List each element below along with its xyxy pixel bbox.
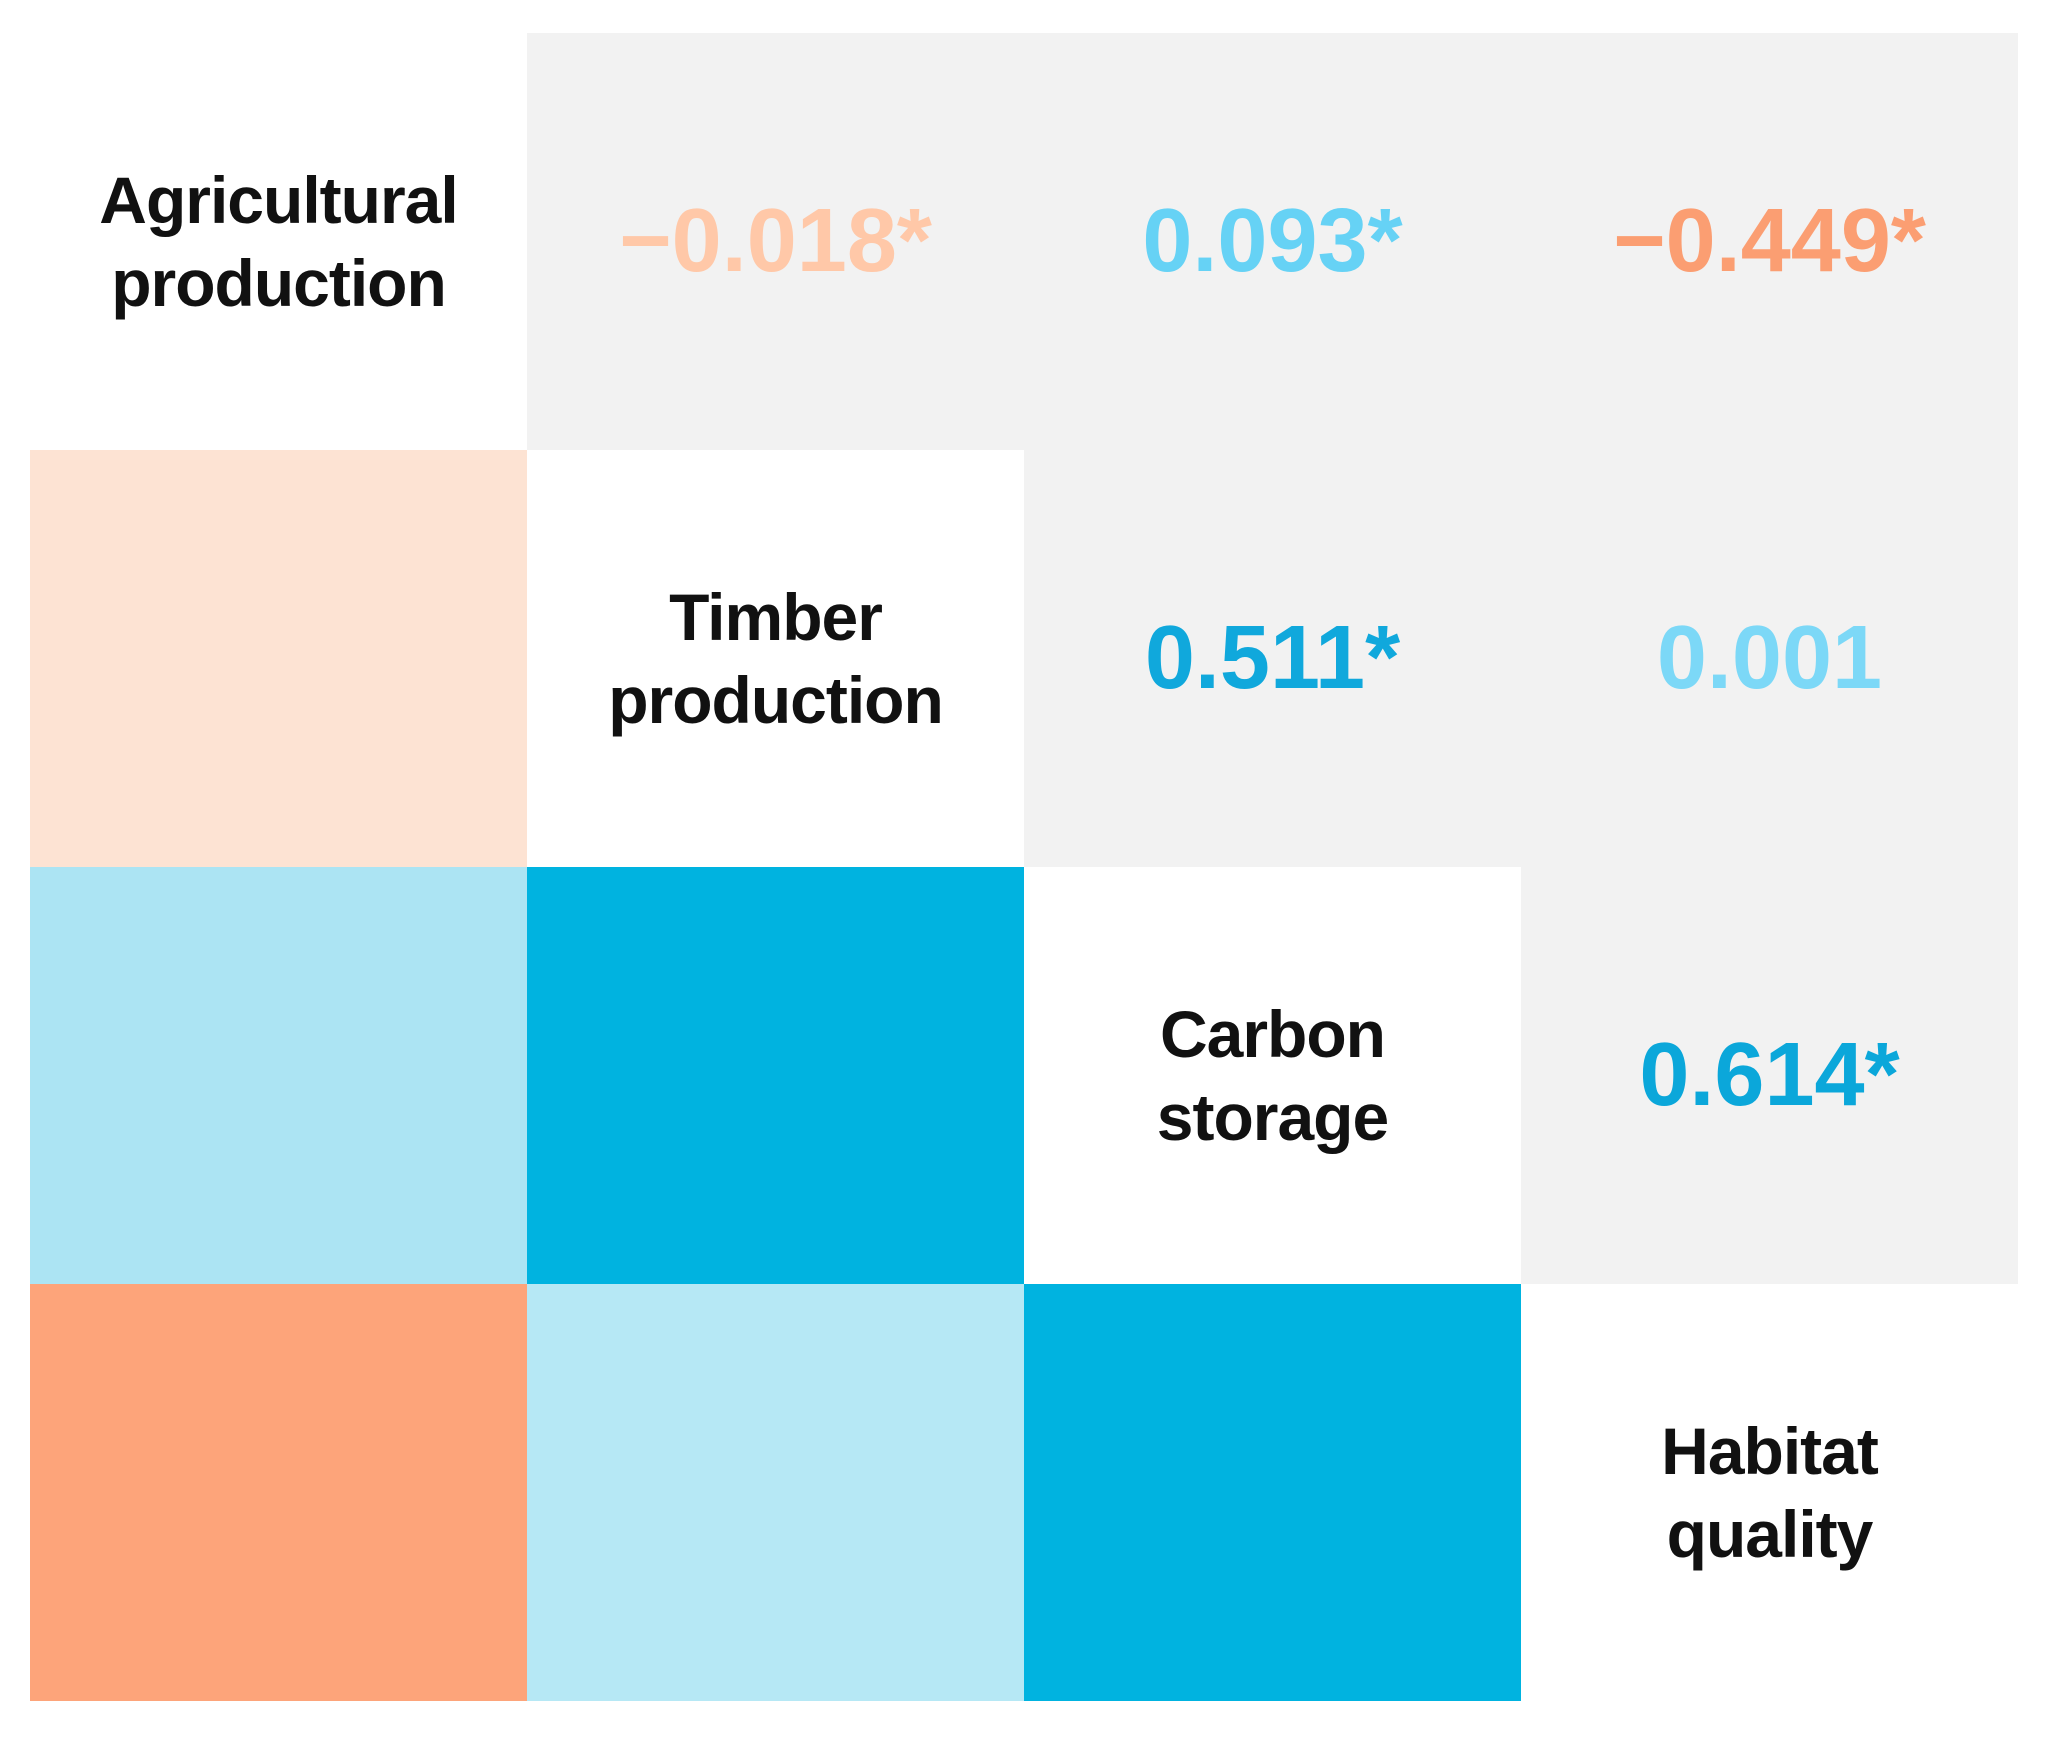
correlation-value: 0.093*	[1142, 191, 1403, 291]
matrix-cell-r2c1	[30, 450, 527, 867]
matrix-cell-r2c3: 0.511*	[1024, 450, 1521, 867]
variable-label: Carbon storage	[1156, 997, 1389, 1154]
matrix-cell-r2c4: 0.001	[1521, 450, 2018, 867]
matrix-cell-r4c1	[30, 1284, 527, 1701]
matrix-cell-r1c3: 0.093*	[1024, 33, 1521, 450]
correlation-value: 0.001	[1656, 608, 1883, 708]
matrix-cell-r4c2	[527, 1284, 1024, 1701]
variable-label: Agricultural production	[99, 163, 458, 320]
correlation-matrix-grid: Agricultural production −0.018* 0.093* −0.4…	[30, 33, 2018, 1701]
matrix-cell-r4c4: Habitat quality	[1521, 1284, 2018, 1701]
correlation-value: 0.614*	[1639, 1025, 1900, 1125]
matrix-cell-r1c4: −0.449*	[1521, 33, 2018, 450]
matrix-cell-r1c2: −0.018*	[527, 33, 1024, 450]
variable-label: Timber production	[608, 580, 944, 737]
correlation-value: 0.511*	[1144, 608, 1401, 708]
matrix-cell-r1c1: Agricultural production	[30, 33, 527, 450]
matrix-cell-r3c3: Carbon storage	[1024, 867, 1521, 1284]
matrix-cell-r3c4: 0.614*	[1521, 867, 2018, 1284]
matrix-cell-r4c3	[1024, 1284, 1521, 1701]
correlation-value: −0.018*	[619, 191, 932, 291]
matrix-cell-r3c2	[527, 867, 1024, 1284]
correlation-value: −0.449*	[1613, 191, 1926, 291]
variable-label: Habitat quality	[1661, 1414, 1879, 1571]
matrix-cell-r2c2: Timber production	[527, 450, 1024, 867]
matrix-cell-r3c1	[30, 867, 527, 1284]
